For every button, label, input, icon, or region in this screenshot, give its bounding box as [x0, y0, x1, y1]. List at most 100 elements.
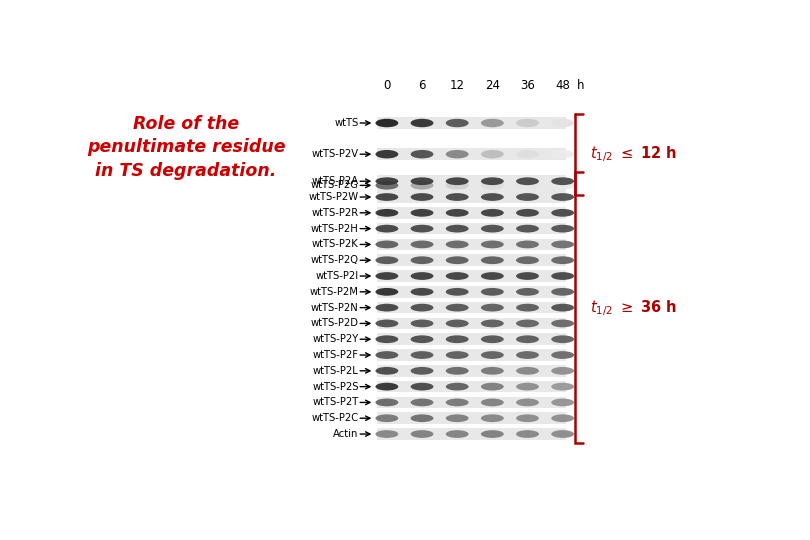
Text: wtTS-P2K: wtTS-P2K [312, 239, 359, 249]
Text: wtTS-P2I: wtTS-P2I [316, 271, 359, 281]
Ellipse shape [552, 351, 574, 359]
Ellipse shape [516, 367, 539, 375]
Ellipse shape [376, 288, 399, 296]
Text: wtTS-P2D: wtTS-P2D [310, 319, 359, 328]
Ellipse shape [411, 181, 433, 190]
FancyBboxPatch shape [377, 381, 565, 393]
Ellipse shape [376, 119, 399, 127]
FancyBboxPatch shape [377, 117, 565, 129]
Ellipse shape [376, 181, 399, 190]
Ellipse shape [376, 414, 399, 422]
Ellipse shape [411, 320, 433, 327]
Ellipse shape [446, 335, 469, 343]
Text: 6: 6 [418, 79, 426, 92]
Ellipse shape [552, 240, 574, 248]
Ellipse shape [376, 367, 399, 375]
Ellipse shape [411, 430, 433, 438]
Ellipse shape [516, 414, 539, 422]
Ellipse shape [552, 320, 574, 327]
Text: wtTS: wtTS [335, 118, 359, 128]
Ellipse shape [481, 303, 504, 312]
Ellipse shape [481, 272, 504, 280]
Ellipse shape [481, 193, 504, 201]
Ellipse shape [446, 383, 469, 390]
Ellipse shape [446, 303, 469, 312]
Ellipse shape [446, 430, 469, 438]
Ellipse shape [411, 303, 433, 312]
Ellipse shape [411, 383, 433, 390]
Ellipse shape [376, 240, 399, 248]
Ellipse shape [376, 150, 399, 158]
Ellipse shape [446, 119, 469, 127]
Ellipse shape [446, 399, 469, 406]
Text: Actin: Actin [333, 429, 359, 439]
Ellipse shape [411, 351, 433, 359]
Ellipse shape [446, 177, 469, 185]
FancyBboxPatch shape [377, 270, 565, 282]
Ellipse shape [481, 150, 504, 158]
Text: 12: 12 [450, 79, 465, 92]
Ellipse shape [376, 399, 399, 406]
Ellipse shape [411, 288, 433, 296]
Text: Role of the
penultimate residue
in TS degradation.: Role of the penultimate residue in TS de… [87, 114, 285, 180]
Ellipse shape [516, 335, 539, 343]
FancyBboxPatch shape [377, 349, 565, 361]
FancyBboxPatch shape [377, 207, 565, 219]
Ellipse shape [481, 288, 504, 296]
Ellipse shape [411, 119, 433, 127]
FancyBboxPatch shape [377, 286, 565, 298]
FancyBboxPatch shape [377, 396, 565, 408]
Ellipse shape [446, 414, 469, 422]
Ellipse shape [446, 272, 469, 280]
FancyBboxPatch shape [377, 223, 565, 234]
Ellipse shape [446, 193, 469, 201]
Text: wtTS-P2T: wtTS-P2T [313, 397, 359, 407]
Text: wtTS-P2N: wtTS-P2N [311, 302, 359, 313]
FancyBboxPatch shape [377, 179, 565, 192]
Ellipse shape [516, 320, 539, 327]
Ellipse shape [552, 209, 574, 217]
Ellipse shape [552, 119, 574, 127]
FancyBboxPatch shape [377, 413, 565, 424]
Ellipse shape [516, 181, 539, 190]
Ellipse shape [552, 288, 574, 296]
Ellipse shape [376, 303, 399, 312]
Ellipse shape [376, 209, 399, 217]
FancyBboxPatch shape [377, 333, 565, 345]
Ellipse shape [516, 177, 539, 185]
Ellipse shape [516, 256, 539, 264]
Ellipse shape [376, 383, 399, 390]
Ellipse shape [481, 209, 504, 217]
Ellipse shape [552, 181, 574, 190]
Ellipse shape [516, 240, 539, 248]
Ellipse shape [481, 225, 504, 233]
Ellipse shape [516, 399, 539, 406]
Ellipse shape [446, 150, 469, 158]
Ellipse shape [552, 367, 574, 375]
Ellipse shape [481, 399, 504, 406]
Ellipse shape [516, 430, 539, 438]
Text: 0: 0 [383, 79, 390, 92]
Ellipse shape [446, 225, 469, 233]
Ellipse shape [376, 272, 399, 280]
Ellipse shape [446, 209, 469, 217]
Ellipse shape [552, 272, 574, 280]
Ellipse shape [552, 430, 574, 438]
Ellipse shape [481, 335, 504, 343]
Ellipse shape [552, 193, 574, 201]
Text: wtTS-P2V: wtTS-P2V [312, 149, 359, 159]
FancyBboxPatch shape [377, 239, 565, 250]
Ellipse shape [481, 414, 504, 422]
Ellipse shape [516, 383, 539, 390]
Ellipse shape [376, 193, 399, 201]
Ellipse shape [376, 225, 399, 233]
Ellipse shape [376, 320, 399, 327]
Ellipse shape [446, 240, 469, 248]
Text: wtTS-P2M: wtTS-P2M [309, 287, 359, 297]
Text: wtTS-P2Y: wtTS-P2Y [313, 334, 359, 344]
Text: 48: 48 [555, 79, 570, 92]
Ellipse shape [552, 225, 574, 233]
Ellipse shape [516, 288, 539, 296]
Ellipse shape [411, 399, 433, 406]
Ellipse shape [481, 367, 504, 375]
